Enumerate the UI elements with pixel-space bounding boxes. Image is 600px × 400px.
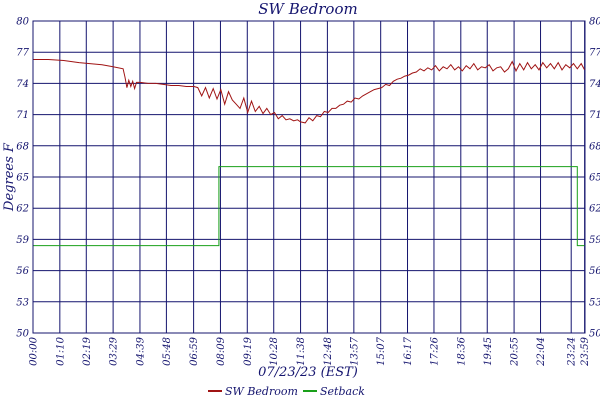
y-tick-label: 77 — [16, 48, 29, 59]
plot-frame — [32, 20, 586, 334]
x-tick-label: 06:59 — [189, 336, 200, 365]
x-tick-label: 18:36 — [456, 336, 467, 365]
y-tick-label: 65 — [16, 173, 29, 184]
x-axis-label: 07/23/23 (EST) — [258, 365, 358, 380]
x-tick-label: 04:39 — [135, 336, 146, 365]
y-tick-label: 65 — [589, 173, 600, 184]
legend-label-sw-bedroom: SW Bedroom — [225, 385, 298, 398]
y-tick-label: 56 — [16, 266, 29, 277]
x-tick-labels: 00:00 01:10 02:19 03:29 04:39 05:48 06:59 08:09… — [29, 336, 592, 366]
x-tick-label: 12:48 — [323, 337, 334, 366]
y-tick-label: 68 — [589, 141, 600, 152]
legend: SW Bedroom Setback — [208, 385, 365, 398]
y-tick-label: 53 — [589, 297, 600, 308]
y-tick-label: 59 — [16, 235, 29, 246]
x-tick-label: 09:19 — [243, 336, 254, 365]
y-tick-label: 77 — [589, 48, 600, 59]
x-tick-label: 15:07 — [376, 336, 387, 365]
y-axis-label: Degrees F — [2, 142, 17, 212]
y-tick-label: 50 — [589, 329, 600, 340]
x-tick-label: 22:04 — [536, 337, 547, 367]
y-tick-label: 74 — [589, 79, 600, 90]
legend-label-setback: Setback — [320, 385, 365, 398]
x-tick-label: 11:38 — [296, 337, 307, 366]
y-tick-label: 50 — [16, 329, 29, 340]
y-tick-label: 56 — [589, 266, 600, 277]
y-tick-label: 74 — [16, 79, 29, 90]
y-tick-label: 68 — [16, 141, 29, 152]
x-tick-label: 01:10 — [55, 336, 66, 365]
x-tick-label: 00:00 — [29, 336, 40, 365]
series-line-setback — [33, 166, 585, 247]
y-tick-labels-right: 50 53 56 59 62 65 68 71 74 77 80 — [589, 17, 600, 340]
x-tick-label: 05:48 — [162, 337, 173, 366]
y-tick-label: 71 — [16, 110, 29, 121]
chart-title: SW Bedroom — [258, 0, 357, 18]
x-tick-label: 23:24 — [567, 337, 578, 367]
series-line-sw-bedroom — [33, 59, 586, 124]
x-tick-label: 03:29 — [109, 336, 120, 365]
y-tick-labels-left: 50 53 56 59 62 65 68 71 74 77 80 — [16, 17, 29, 340]
y-tick-label: 62 — [16, 204, 29, 215]
x-tick-label: 13:57 — [349, 336, 360, 365]
y-tick-label: 62 — [589, 204, 600, 215]
x-tick-label: 02:19 — [82, 336, 93, 365]
series-layer — [33, 59, 586, 247]
y-tick-label: 80 — [16, 17, 29, 28]
x-tick-label: 08:09 — [216, 336, 227, 365]
x-tick-label: 10:28 — [269, 337, 280, 366]
y-tick-label: 80 — [589, 17, 600, 28]
x-tick-label: 20:55 — [510, 337, 521, 367]
y-tick-label: 59 — [589, 235, 600, 246]
x-tick-label: 23:59 — [580, 336, 591, 366]
x-tick-label: 17:26 — [429, 336, 440, 365]
y-tick-label: 71 — [589, 110, 600, 121]
x-tick-label: 16:17 — [403, 336, 414, 365]
x-tick-label: 19:45 — [483, 337, 494, 366]
y-tick-label: 53 — [16, 297, 29, 308]
